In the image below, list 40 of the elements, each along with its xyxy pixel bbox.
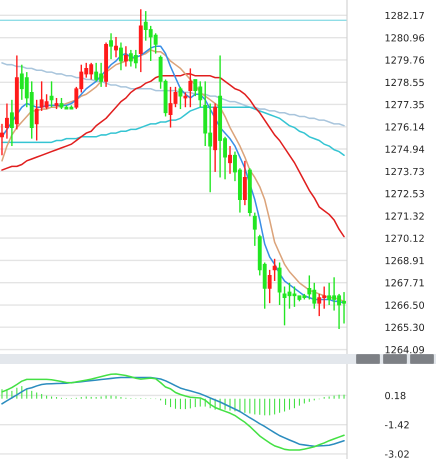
y-tick-label: 1266.50 [386,301,424,309]
candlestick [268,269,272,304]
y-tick-label: 1270.12 [386,234,424,242]
y-tick-label: -1.42 [384,421,409,428]
y-tick-label: 1278.55 [386,78,424,86]
candlestick [272,258,277,282]
y-tick-label: 1273.73 [386,168,424,176]
candlestick [50,80,54,108]
line-series [1,62,345,126]
y-tick-label: 1279.76 [386,56,424,64]
y-tick-label: 1276.14 [386,123,424,131]
y-tick-label: 1265.30 [386,324,424,332]
candlestick [4,102,9,140]
candlestick [119,42,123,71]
candlestick [0,123,4,156]
line-series [1,73,345,238]
candlestick [114,36,118,58]
y-tick-label: 1280.96 [386,34,424,42]
y-tick-label: 1264.09 [386,346,424,354]
candlestick [242,160,247,206]
candlestick [178,86,182,110]
candlestick [34,99,39,142]
y-tick-label: 1267.71 [386,279,424,286]
line-series [1,106,345,156]
y-tick-label: -3.02 [384,450,409,458]
y-tick-label: 1268.91 [386,256,424,264]
candlestick [228,145,232,174]
candlestick [188,68,192,108]
candlestick [252,212,257,247]
y-tick-label: 1272.53 [386,190,424,198]
y-tick-label: 1271.32 [386,212,424,220]
y-tick-label: 1282.17 [386,12,424,20]
y-tick-label: 1277.35 [386,100,424,108]
candlestick [183,92,188,108]
y-tick-label: 0.18 [385,392,406,400]
candlestick [109,32,113,60]
candlestick [124,46,128,68]
candlestick [10,99,14,147]
candlestick [54,97,58,110]
y-tick-label: 1274.94 [386,145,424,153]
